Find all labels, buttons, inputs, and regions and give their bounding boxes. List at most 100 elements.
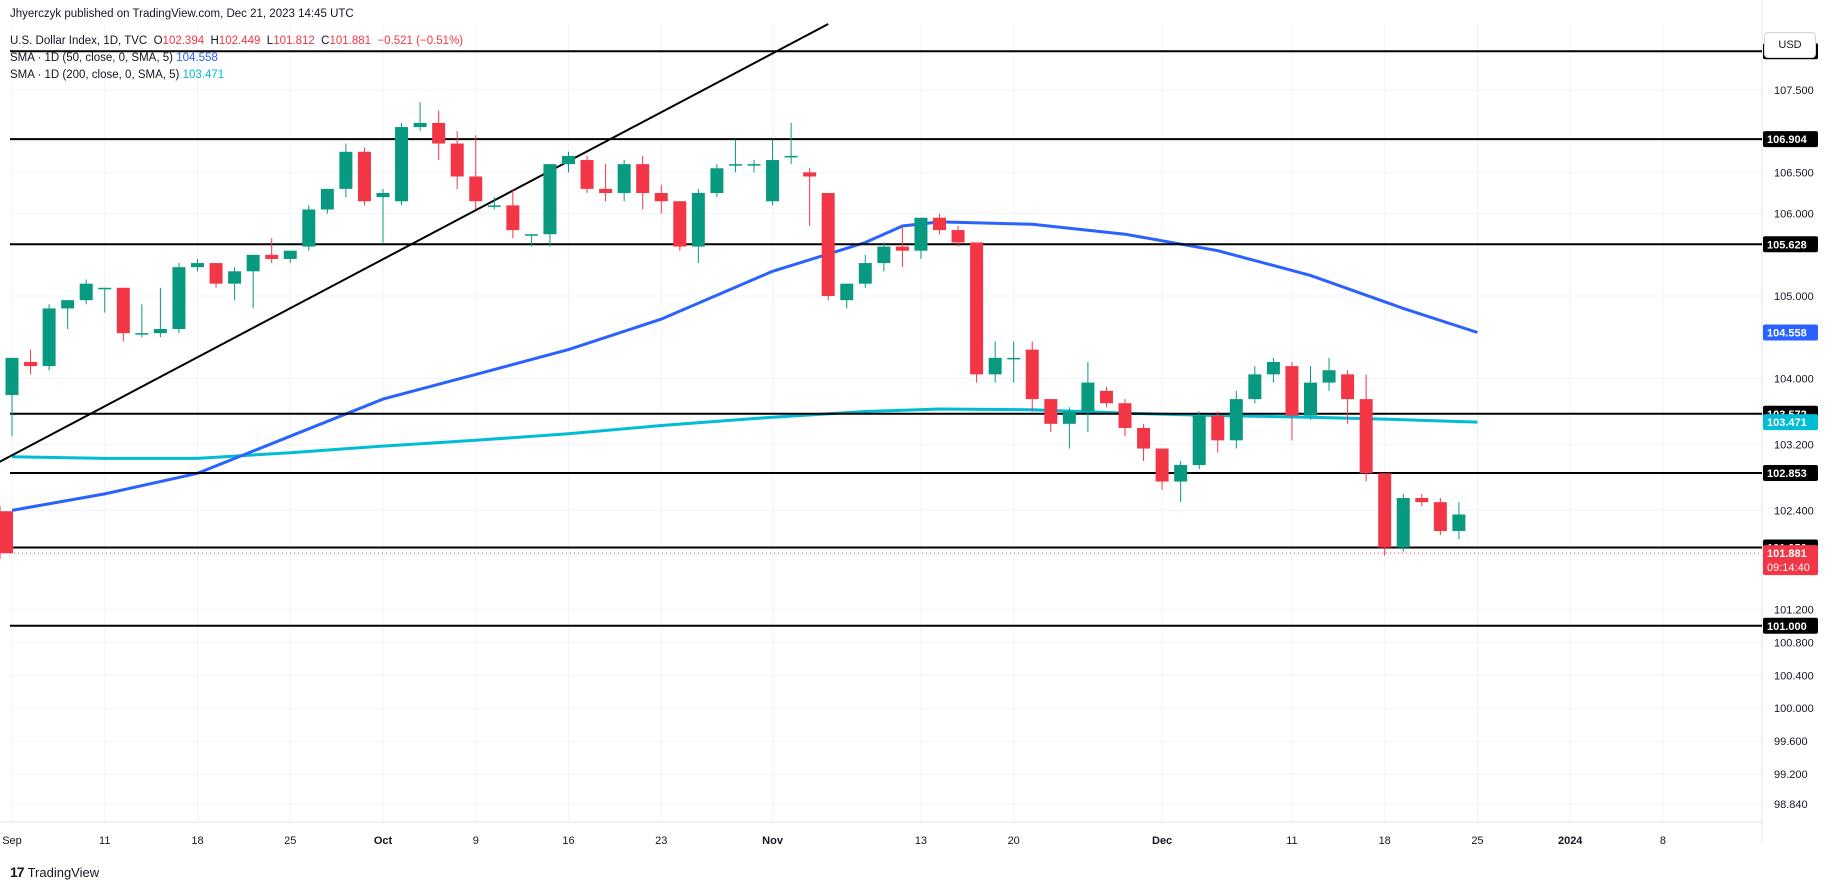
candle: [543, 164, 557, 247]
candle: [858, 254, 872, 288]
candle-body: [24, 361, 38, 367]
ohlc-high-label: H: [210, 35, 219, 47]
candle-body: [209, 263, 223, 284]
x-tick-label: 11: [99, 835, 110, 847]
candle-body: [617, 164, 631, 193]
x-tick-label: 9: [473, 835, 479, 847]
candle: [933, 213, 946, 235]
candle-body: [877, 246, 891, 264]
candle-body: [469, 176, 483, 202]
candle: [1192, 411, 1206, 470]
candle: [487, 197, 501, 210]
candle: [1396, 493, 1410, 552]
candle: [1415, 493, 1429, 507]
candle-body: [506, 205, 520, 231]
candle-body: [191, 263, 204, 268]
y-tick-label: 106.000: [1774, 209, 1814, 221]
candle: [636, 155, 650, 210]
y-tick-label: 105.000: [1774, 291, 1814, 303]
candle-body: [79, 283, 93, 301]
candle-body: [710, 168, 724, 193]
level-price-label-bg: [1763, 617, 1818, 634]
candle: [1025, 341, 1039, 412]
candle: [209, 263, 223, 288]
sma200-price-label: 103.471: [1767, 417, 1807, 429]
candle-body: [61, 300, 75, 309]
candle: [562, 151, 575, 173]
y-tick-label: 101.200: [1774, 604, 1814, 616]
candle: [0, 506, 13, 560]
candle-body: [895, 246, 909, 251]
ohlc-open-label: O: [153, 35, 163, 47]
candle: [766, 139, 780, 206]
bar-countdown-label: 09:14:40: [1767, 562, 1810, 574]
x-tick-label: 8: [1660, 835, 1666, 847]
x-tick-label: 11: [1286, 835, 1297, 847]
y-tick-label: 104.000: [1774, 373, 1814, 385]
candle: [1099, 386, 1113, 408]
x-tick-label: Nov: [762, 835, 784, 847]
candle-body: [821, 192, 835, 297]
candle: [970, 242, 984, 383]
ohlc-low: 101.812: [273, 35, 315, 47]
currency-button[interactable]: USD: [1764, 32, 1816, 58]
candle-body: [1192, 415, 1206, 466]
x-tick-label: 16: [562, 835, 574, 847]
candle-body: [246, 254, 260, 272]
level-price-label-bg: [1763, 465, 1818, 482]
candle-body: [1025, 349, 1039, 400]
candle-body: [1285, 366, 1299, 416]
level-price-label: 105.628: [1767, 239, 1807, 251]
candle: [432, 110, 446, 161]
symbol-title[interactable]: U.S. Dollar Index, 1D, TVC: [10, 35, 148, 47]
candle-body: [1396, 498, 1410, 548]
candle: [413, 102, 427, 132]
candle: [61, 300, 75, 330]
candle-body: [98, 287, 112, 290]
candle: [42, 304, 56, 371]
candle-body: [116, 287, 130, 334]
candle-body: [1248, 374, 1262, 400]
candle-body: [395, 127, 409, 202]
level-price-label: 102.853: [1767, 468, 1807, 480]
y-tick-label: 99.600: [1774, 736, 1808, 748]
x-tick-label: Dec: [1152, 835, 1172, 847]
candle: [747, 160, 761, 173]
candle: [784, 122, 798, 165]
candle-body: [1007, 357, 1021, 360]
x-tick-label: 18: [191, 835, 203, 847]
candle: [1322, 357, 1336, 391]
candle: [1062, 407, 1076, 449]
candle: [1341, 370, 1355, 424]
candle: [24, 349, 38, 375]
x-tick-label: 25: [284, 835, 296, 847]
sma200-legend[interactable]: SMA · 1D (200, close, 0, SMA, 5) 103.471: [10, 69, 224, 81]
candle-body: [914, 217, 928, 251]
candle: [450, 131, 464, 189]
candle: [1248, 366, 1262, 404]
candle-body: [5, 357, 19, 395]
ohlc-close-label: C: [321, 35, 330, 47]
candle: [191, 258, 204, 272]
y-tick-label: 103.200: [1774, 439, 1814, 451]
candle-body: [283, 250, 297, 259]
last-price-label-bg: [1763, 545, 1818, 576]
candle-body: [1137, 427, 1151, 449]
sma200-value: 103.471: [182, 69, 225, 81]
candle-body: [1062, 411, 1076, 424]
footer-brand[interactable]: 17 TradingView: [10, 864, 99, 880]
candle-body: [357, 151, 371, 202]
x-tick-label: 20: [1008, 835, 1020, 847]
candle: [1007, 341, 1021, 383]
candle: [821, 192, 835, 301]
candle: [395, 122, 409, 206]
ohlc-close: 101.881: [329, 35, 372, 47]
candle-body: [320, 188, 334, 210]
candle-body: [599, 188, 613, 193]
sma50-legend[interactable]: SMA · 1D (50, close, 0, SMA, 5) 104.558: [10, 52, 218, 64]
candle: [116, 287, 130, 342]
candle-body: [636, 164, 650, 193]
candle-body: [1155, 448, 1169, 482]
candle-body: [1452, 514, 1466, 531]
